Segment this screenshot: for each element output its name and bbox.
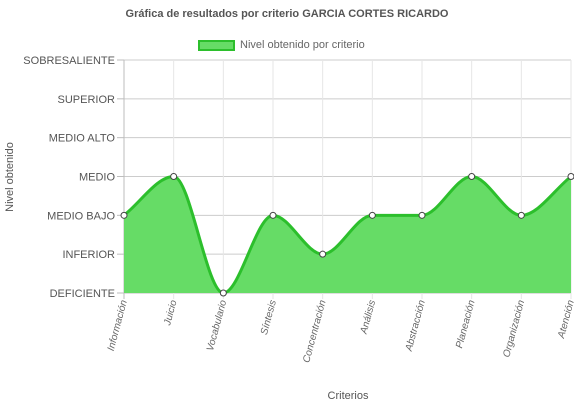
x-axis-title: Criterios xyxy=(328,390,369,402)
y-tick-label: INFERIOR xyxy=(62,249,115,261)
x-tick-label: Concentración xyxy=(301,299,328,365)
legend-swatch xyxy=(198,39,235,51)
chart-title: Gráfica de resultados por criterio GARCI… xyxy=(125,8,449,20)
x-tick-label: Planeación xyxy=(454,299,478,350)
x-tick-label: Juicio xyxy=(162,299,180,328)
legend[interactable]: Nivel obtenido por criterio xyxy=(198,37,365,53)
y-tick-label: MEDIO ALTO xyxy=(49,133,116,145)
data-point[interactable] xyxy=(567,173,574,180)
data-point[interactable] xyxy=(418,211,426,219)
data-point[interactable] xyxy=(269,211,277,219)
legend-label: Nivel obtenido por criterio xyxy=(240,39,365,51)
data-point[interactable] xyxy=(468,173,476,180)
y-tick-label: MEDIO xyxy=(79,172,116,184)
series-line xyxy=(123,174,572,295)
data-point[interactable] xyxy=(517,211,525,219)
x-tick-label: Atención xyxy=(556,299,574,341)
x-tick-label: Información xyxy=(106,299,130,353)
x-tick-label: Síntesis xyxy=(259,299,279,336)
x-tick-label: Organización xyxy=(501,299,527,359)
y-tick-label: DEFICIENTE xyxy=(50,288,115,300)
x-tick-labels: Información Juicio Vocabulario Síntesis Conc… xyxy=(106,299,574,365)
y-tick-label: SUPERIOR xyxy=(58,94,116,106)
x-tick-label: Análisis xyxy=(358,299,378,336)
data-point[interactable] xyxy=(170,173,178,180)
y-tick-label: SOBRESALIENTE xyxy=(23,55,115,67)
data-point[interactable] xyxy=(120,211,128,219)
x-tick-label: Abstracción xyxy=(403,299,428,354)
y-tick-labels: DEFICIENTE INFERIOR MEDIO BAJO MEDIO MEDIO A… xyxy=(23,55,115,300)
data-point[interactable] xyxy=(219,289,227,297)
x-tick-label: Vocabulario xyxy=(205,299,229,353)
data-point[interactable] xyxy=(368,211,376,219)
y-axis-title: Nivel obtenido xyxy=(4,142,16,212)
y-tick-label: MEDIO BAJO xyxy=(47,210,115,222)
data-point[interactable] xyxy=(319,250,327,258)
data-points xyxy=(120,173,574,297)
